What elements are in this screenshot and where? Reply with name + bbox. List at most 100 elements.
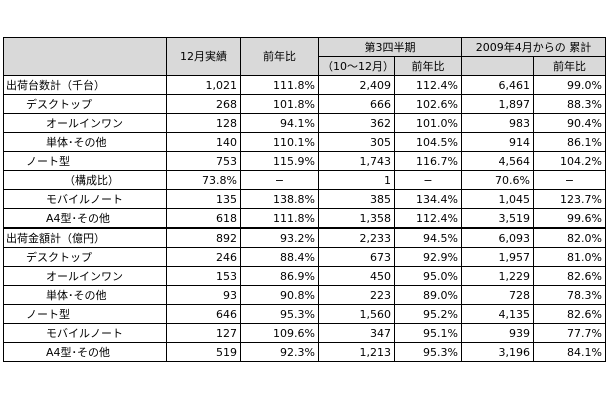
shipment-table-container: 12月実績 前年比 第3四半期 2009年4月からの 累計 （10〜12月） 前… [3,37,606,362]
table-cell: 1,229 [461,266,534,286]
table-cell: 94.5% [394,227,462,248]
table-row: オールインワン 128 94.1% 362 101.0% 983 90.4% [3,113,606,133]
table-cell: 128 [166,113,241,133]
row-label: オールインワン [3,113,167,133]
table-cell: 4,564 [461,151,534,171]
table-cell: 362 [318,113,395,133]
header-q3-period: （10〜12月） [318,56,395,76]
table-cell: 90.8% [240,285,319,305]
table-row: オールインワン 153 86.9% 450 95.0% 1,229 82.6% [3,266,606,286]
row-label: A4型･その他 [3,208,167,229]
table-cell: 95.3% [394,342,462,362]
row-label: 出荷台数計（千台） [3,75,167,95]
table-cell: 112.4% [394,208,462,229]
header-dec: 12月実績 [166,37,241,76]
table-cell: 92.3% [240,342,319,362]
table-cell: 983 [461,113,534,133]
table-cell: 268 [166,94,241,114]
table-cell: 101.0% [394,113,462,133]
table-cell: 88.3% [533,94,606,114]
table-cell: 82.6% [533,266,606,286]
row-label: 単体･その他 [3,285,167,305]
table-cell: 666 [318,94,395,114]
table-cell: 77.7% [533,323,606,343]
table-row: ノート型 753 115.9% 1,743 116.7% 4,564 104.2% [3,151,606,171]
table-cell: 1,045 [461,189,534,209]
table-cell: 3,519 [461,208,534,229]
table-cell: 1 [318,170,395,190]
table-cell: 109.6% [240,323,319,343]
header-yoy: 前年比 [240,37,319,76]
table-cell: 138.8% [240,189,319,209]
table-cell: 88.4% [240,247,319,267]
table-cell: 78.3% [533,285,606,305]
table-cell: 94.1% [240,113,319,133]
table-cell: 519 [166,342,241,362]
table-cell: 385 [318,189,395,209]
table-cell: 305 [318,132,395,152]
table-cell: 89.0% [394,285,462,305]
table-cell: 153 [166,266,241,286]
table-cell: 92.9% [394,247,462,267]
table-row: （構成比） 73.8% −1−70.6% − [3,170,606,190]
row-label: A4型･その他 [3,342,167,362]
table-cell: 135 [166,189,241,209]
table-row: デスクトップ 268 101.8% 666 102.6% 1,897 88.3% [3,94,606,114]
table-cell: 99.0% [533,75,606,95]
row-label: オールインワン [3,266,167,286]
table-cell: 86.1% [533,132,606,152]
header-q3-title: 第3四半期 [318,37,462,57]
table-cell: 93.2% [240,227,319,248]
table-cell: 4,135 [461,304,534,324]
table-cell: 246 [166,247,241,267]
table-cell: 939 [461,323,534,343]
table-cell: 728 [461,285,534,305]
table-cell: 1,897 [461,94,534,114]
header-q3-yoy: 前年比 [394,56,462,76]
table-cell: 6,461 [461,75,534,95]
header-cumulative-yoy: 前年比 [533,56,606,76]
table-cell: 914 [461,132,534,152]
table-cell: 673 [318,247,395,267]
row-label: 出荷金額計（億円） [3,227,167,248]
table-cell: 104.2% [533,151,606,171]
table-cell: 99.6% [533,208,606,229]
table-cell: 95.3% [240,304,319,324]
header-cumulative-blank [461,56,534,76]
row-label: ノート型 [3,304,167,324]
table-cell: 753 [166,151,241,171]
shipment-table: 12月実績 前年比 第3四半期 2009年4月からの 累計 （10〜12月） 前… [3,37,606,362]
table-cell: 618 [166,208,241,229]
table-cell: 6,093 [461,227,534,248]
table-cell: 111.8% [240,208,319,229]
table-cell: − [533,170,606,190]
table-cell: 115.9% [240,151,319,171]
table-row: 単体･その他 93 90.8% 223 89.0% 728 78.3% [3,285,606,305]
table-cell: 2,409 [318,75,395,95]
table-cell: 134.4% [394,189,462,209]
table-cell: 82.0% [533,227,606,248]
row-label: デスクトップ [3,247,167,267]
table-cell: 1,560 [318,304,395,324]
table-cell: 123.7% [533,189,606,209]
table-row: 単体･その他 140 110.1% 305 104.5% 914 86.1% [3,132,606,152]
table-row: モバイルノート 135 138.8% 385 134.4% 1,045 123.7% [3,189,606,209]
table-cell: 110.1% [240,132,319,152]
table-cell: 2,233 [318,227,395,248]
table-cell: 102.6% [394,94,462,114]
row-label: モバイルノート [3,189,167,209]
table-cell: 140 [166,132,241,152]
table-row: A4型･その他 618 111.8% 1,358 112.4% 3,519 99.6% [3,208,606,229]
table-cell: 3,196 [461,342,534,362]
table-header: 12月実績 前年比 第3四半期 2009年4月からの 累計 （10〜12月） 前… [3,37,606,76]
table-row: A4型･その他 519 92.3% 1,213 95.3% 3,196 84.1% [3,342,606,362]
table-cell: 112.4% [394,75,462,95]
table-cell: 347 [318,323,395,343]
table-cell: 116.7% [394,151,462,171]
table-cell: 111.8% [240,75,319,95]
table-cell: − [240,170,319,190]
table-cell: 84.1% [533,342,606,362]
table-cell: 95.0% [394,266,462,286]
table-cell: 70.6% [461,170,534,190]
row-label: モバイルノート [3,323,167,343]
